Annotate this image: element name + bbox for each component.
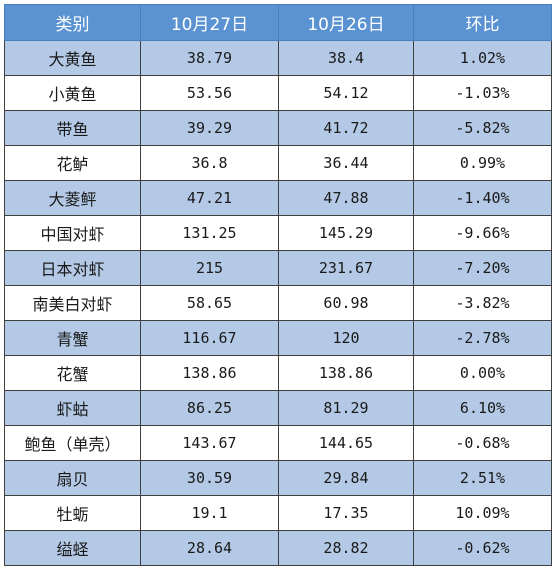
row-price-oct26: 17.35 xyxy=(278,495,414,531)
table-row: 带鱼 39.29 41.72 -5.82% xyxy=(4,110,552,146)
table-row: 缢蛏 28.64 28.82 -0.62% xyxy=(4,530,552,566)
row-category: 南美白对虾 xyxy=(4,285,141,321)
row-price-oct27: 36.8 xyxy=(140,145,279,181)
row-change: -0.68% xyxy=(413,425,552,461)
row-change: -0.62% xyxy=(413,530,552,566)
table-row: 青蟹 116.67 120 -2.78% xyxy=(4,320,552,356)
row-price-oct27: 143.67 xyxy=(140,425,279,461)
row-change: 10.09% xyxy=(413,495,552,531)
row-price-oct27: 30.59 xyxy=(140,460,279,496)
header-row: 类别 10月27日 10月26日 环比 xyxy=(4,4,552,41)
row-price-oct26: 36.44 xyxy=(278,145,414,181)
row-category: 虾蛄 xyxy=(4,390,141,426)
row-category: 牡蛎 xyxy=(4,495,141,531)
row-price-oct27: 58.65 xyxy=(140,285,279,321)
row-category: 花鲈 xyxy=(4,145,141,181)
row-change: 6.10% xyxy=(413,390,552,426)
row-price-oct27: 19.1 xyxy=(140,495,279,531)
header-change: 环比 xyxy=(413,4,552,41)
table-row: 大菱鲆 47.21 47.88 -1.40% xyxy=(4,180,552,216)
row-category: 小黄鱼 xyxy=(4,75,141,111)
table-row: 花鲈 36.8 36.44 0.99% xyxy=(4,145,552,181)
row-price-oct26: 145.29 xyxy=(278,215,414,251)
row-category: 花蟹 xyxy=(4,355,141,391)
row-change: -9.66% xyxy=(413,215,552,251)
price-table-container: 类别 10月27日 10月26日 环比 大黄鱼 38.79 38.4 1.02%… xyxy=(4,4,552,566)
row-change: 2.51% xyxy=(413,460,552,496)
row-price-oct26: 138.86 xyxy=(278,355,414,391)
row-price-oct26: 41.72 xyxy=(278,110,414,146)
row-change: 1.02% xyxy=(413,40,552,76)
row-price-oct26: 54.12 xyxy=(278,75,414,111)
row-price-oct26: 38.4 xyxy=(278,40,414,76)
row-price-oct27: 39.29 xyxy=(140,110,279,146)
row-price-oct26: 231.67 xyxy=(278,250,414,286)
row-price-oct27: 38.79 xyxy=(140,40,279,76)
table-row: 花蟹 138.86 138.86 0.00% xyxy=(4,355,552,391)
header-date-oct26: 10月26日 xyxy=(278,4,414,41)
row-category: 鲍鱼（单壳） xyxy=(4,425,141,461)
row-price-oct26: 28.82 xyxy=(278,530,414,566)
table-row: 大黄鱼 38.79 38.4 1.02% xyxy=(4,40,552,76)
header-category: 类别 xyxy=(4,4,141,41)
row-price-oct27: 28.64 xyxy=(140,530,279,566)
row-category: 缢蛏 xyxy=(4,530,141,566)
row-price-oct26: 47.88 xyxy=(278,180,414,216)
row-price-oct27: 53.56 xyxy=(140,75,279,111)
row-change: -1.40% xyxy=(413,180,552,216)
row-change: -7.20% xyxy=(413,250,552,286)
table-row: 南美白对虾 58.65 60.98 -3.82% xyxy=(4,285,552,321)
row-price-oct26: 144.65 xyxy=(278,425,414,461)
price-table: 类别 10月27日 10月26日 环比 大黄鱼 38.79 38.4 1.02%… xyxy=(4,4,552,566)
row-price-oct26: 120 xyxy=(278,320,414,356)
row-price-oct26: 29.84 xyxy=(278,460,414,496)
row-change: -1.03% xyxy=(413,75,552,111)
row-price-oct26: 60.98 xyxy=(278,285,414,321)
table-row: 虾蛄 86.25 81.29 6.10% xyxy=(4,390,552,426)
row-category: 大黄鱼 xyxy=(4,40,141,76)
table-row: 牡蛎 19.1 17.35 10.09% xyxy=(4,495,552,531)
row-category: 中国对虾 xyxy=(4,215,141,251)
row-price-oct27: 86.25 xyxy=(140,390,279,426)
header-date-oct27: 10月27日 xyxy=(140,4,279,41)
row-price-oct27: 131.25 xyxy=(140,215,279,251)
row-category: 青蟹 xyxy=(4,320,141,356)
row-category: 日本对虾 xyxy=(4,250,141,286)
row-change: -3.82% xyxy=(413,285,552,321)
row-category: 带鱼 xyxy=(4,110,141,146)
row-category: 大菱鲆 xyxy=(4,180,141,216)
row-price-oct27: 215 xyxy=(140,250,279,286)
row-category: 扇贝 xyxy=(4,460,141,496)
row-price-oct27: 116.67 xyxy=(140,320,279,356)
row-price-oct27: 138.86 xyxy=(140,355,279,391)
table-row: 扇贝 30.59 29.84 2.51% xyxy=(4,460,552,496)
row-price-oct26: 81.29 xyxy=(278,390,414,426)
table-row: 中国对虾 131.25 145.29 -9.66% xyxy=(4,215,552,251)
table-row: 小黄鱼 53.56 54.12 -1.03% xyxy=(4,75,552,111)
table-row: 日本对虾 215 231.67 -7.20% xyxy=(4,250,552,286)
row-change: -5.82% xyxy=(413,110,552,146)
table-row: 鲍鱼（单壳） 143.67 144.65 -0.68% xyxy=(4,425,552,461)
row-change: 0.00% xyxy=(413,355,552,391)
row-price-oct27: 47.21 xyxy=(140,180,279,216)
row-change: 0.99% xyxy=(413,145,552,181)
row-change: -2.78% xyxy=(413,320,552,356)
